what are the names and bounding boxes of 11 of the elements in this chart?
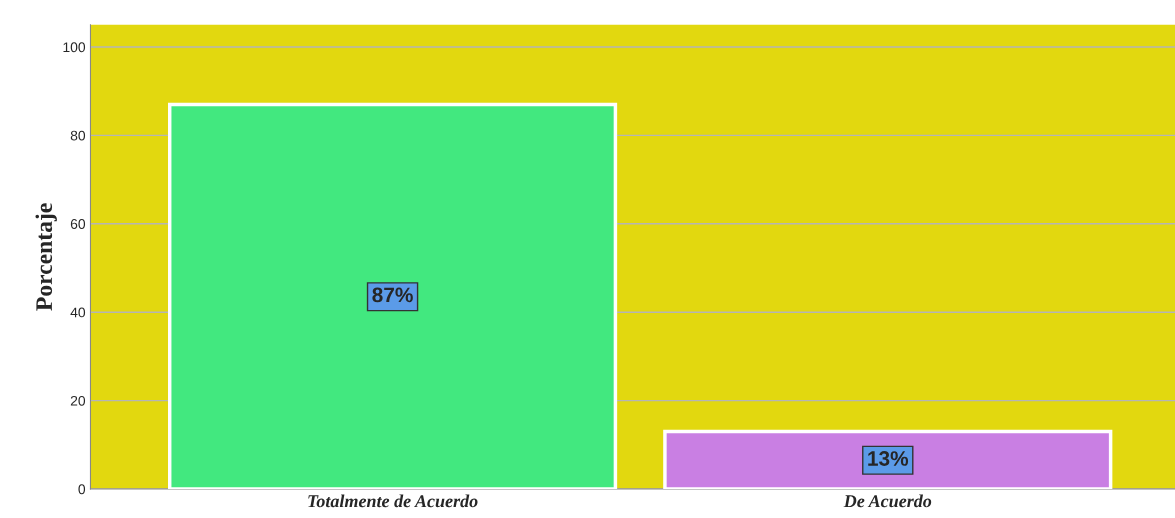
y-tick-label: 60 (70, 219, 86, 229)
y-tick-label: 40 (70, 307, 86, 318)
data-label: 87% (372, 287, 413, 303)
y-tick-label: 20 (70, 395, 86, 406)
y-tick-label: 80 (70, 130, 86, 141)
y-tick-label: 0 (78, 484, 86, 495)
x-tick-label: De Acuerdo (843, 494, 932, 508)
x-tick-label: Totalmente de Acuerdo (308, 494, 478, 508)
data-label: 13% (868, 451, 909, 466)
y-tick-label: 100 (63, 42, 86, 53)
y-axis-title: Porcentaje (35, 203, 57, 311)
